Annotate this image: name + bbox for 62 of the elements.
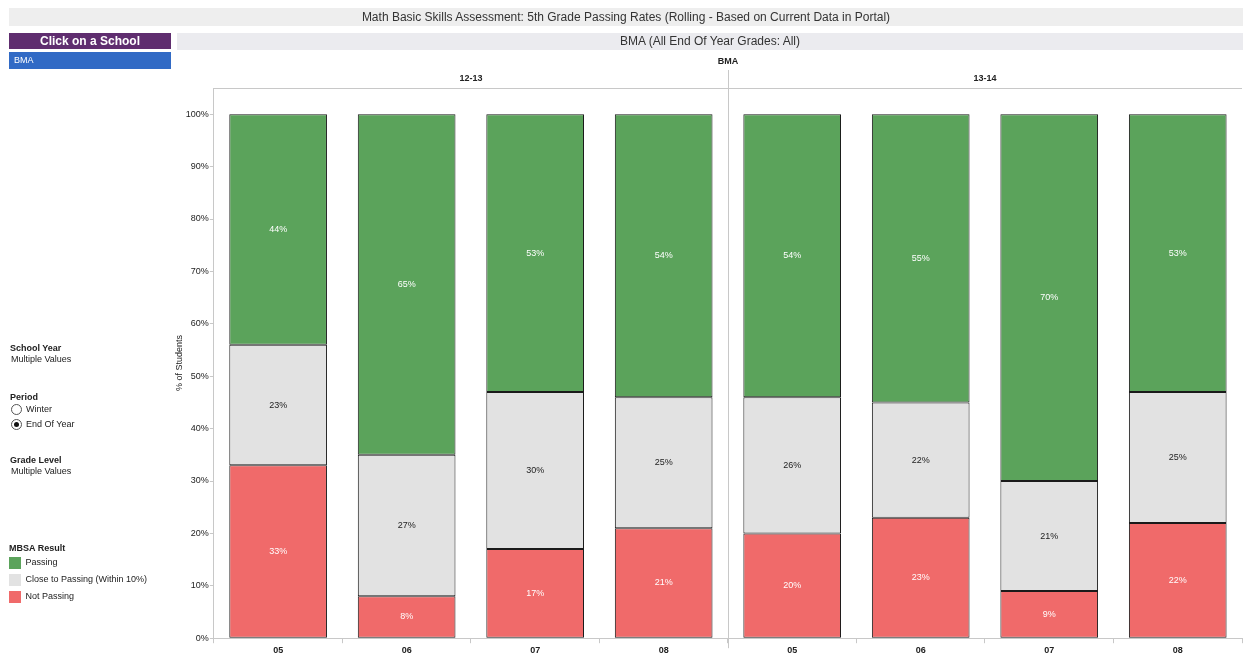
y-tick-label: 60% [190, 318, 209, 329]
data-label: 65% [397, 278, 416, 289]
x-tick-label: 05 [273, 645, 284, 656]
y-tick-label: 80% [190, 213, 209, 224]
text: Period [10, 391, 39, 403]
data-label: 54% [783, 250, 802, 261]
y-tick-label: 50% [190, 370, 209, 381]
x-tick-label: 06 [401, 645, 412, 656]
x-tick-label: 06 [915, 645, 926, 656]
x-tick-label: 05 [787, 645, 798, 656]
y-tick-label: 100% [185, 108, 209, 119]
text: Winter [26, 403, 53, 415]
data-label: 27% [397, 520, 416, 531]
x-tick-label: 07 [530, 645, 541, 656]
text: 12-13 [459, 73, 483, 84]
data-label: 21% [1040, 530, 1059, 541]
data-label: 22% [1168, 574, 1187, 585]
data-label: 55% [911, 252, 930, 263]
data-label: 8% [400, 611, 414, 622]
y-tick-label: 0% [195, 632, 209, 643]
chart-title: Math Basic Skills Assessment: 5th Grade Passing Rates (Rolling - Based on Current Data in Portal) [9, 8, 1243, 26]
text: Grade Level [10, 454, 62, 466]
data-label: 20% [783, 580, 802, 591]
panel-header: Click on a School [9, 33, 171, 49]
data-label: 53% [526, 247, 545, 258]
data-label: 33% [269, 545, 288, 556]
data-label: 53% [1168, 247, 1187, 258]
y-tick-label: 20% [190, 527, 209, 538]
data-label: 25% [654, 457, 673, 468]
data-label: 9% [1042, 608, 1056, 619]
text: School Year [10, 342, 62, 354]
legend-label: Passing [25, 557, 58, 568]
text: Multiple Values [11, 465, 72, 477]
selected-list-item: BMA [9, 52, 171, 69]
data-label: 70% [1040, 292, 1059, 303]
data-label: 22% [911, 454, 930, 465]
data-label: 23% [269, 399, 288, 410]
legend-title: MBSA Result [9, 542, 66, 554]
text: BMA [717, 56, 739, 67]
y-axis-title: % of Students [173, 334, 184, 392]
data-label: 23% [911, 572, 930, 583]
text: End Of Year [26, 418, 75, 430]
x-tick-label: 08 [658, 645, 669, 656]
data-label: 26% [783, 459, 802, 470]
data-label: 30% [526, 465, 545, 475]
data-label: 54% [654, 250, 673, 261]
x-tick-label: 07 [1044, 645, 1055, 656]
chart-subtitle: BMA (All End Of Year Grades: All) [177, 33, 1243, 50]
x-tick-label: 08 [1172, 645, 1183, 656]
text: Multiple Values [11, 353, 72, 365]
legend-label: Close to Passing (Within 10%) [25, 574, 148, 585]
y-tick-label: 40% [190, 423, 209, 434]
y-tick-label: 90% [190, 161, 209, 172]
data-label: 44% [269, 223, 288, 234]
data-label: 25% [1168, 451, 1187, 462]
data-label: 21% [654, 577, 673, 588]
legend-label: Not Passing [25, 591, 75, 602]
data-label: 17% [526, 587, 545, 598]
y-tick-label: 30% [190, 475, 209, 486]
y-tick-label: 10% [190, 580, 209, 591]
y-tick-label: 70% [190, 265, 209, 276]
text: 13-14 [973, 73, 997, 84]
